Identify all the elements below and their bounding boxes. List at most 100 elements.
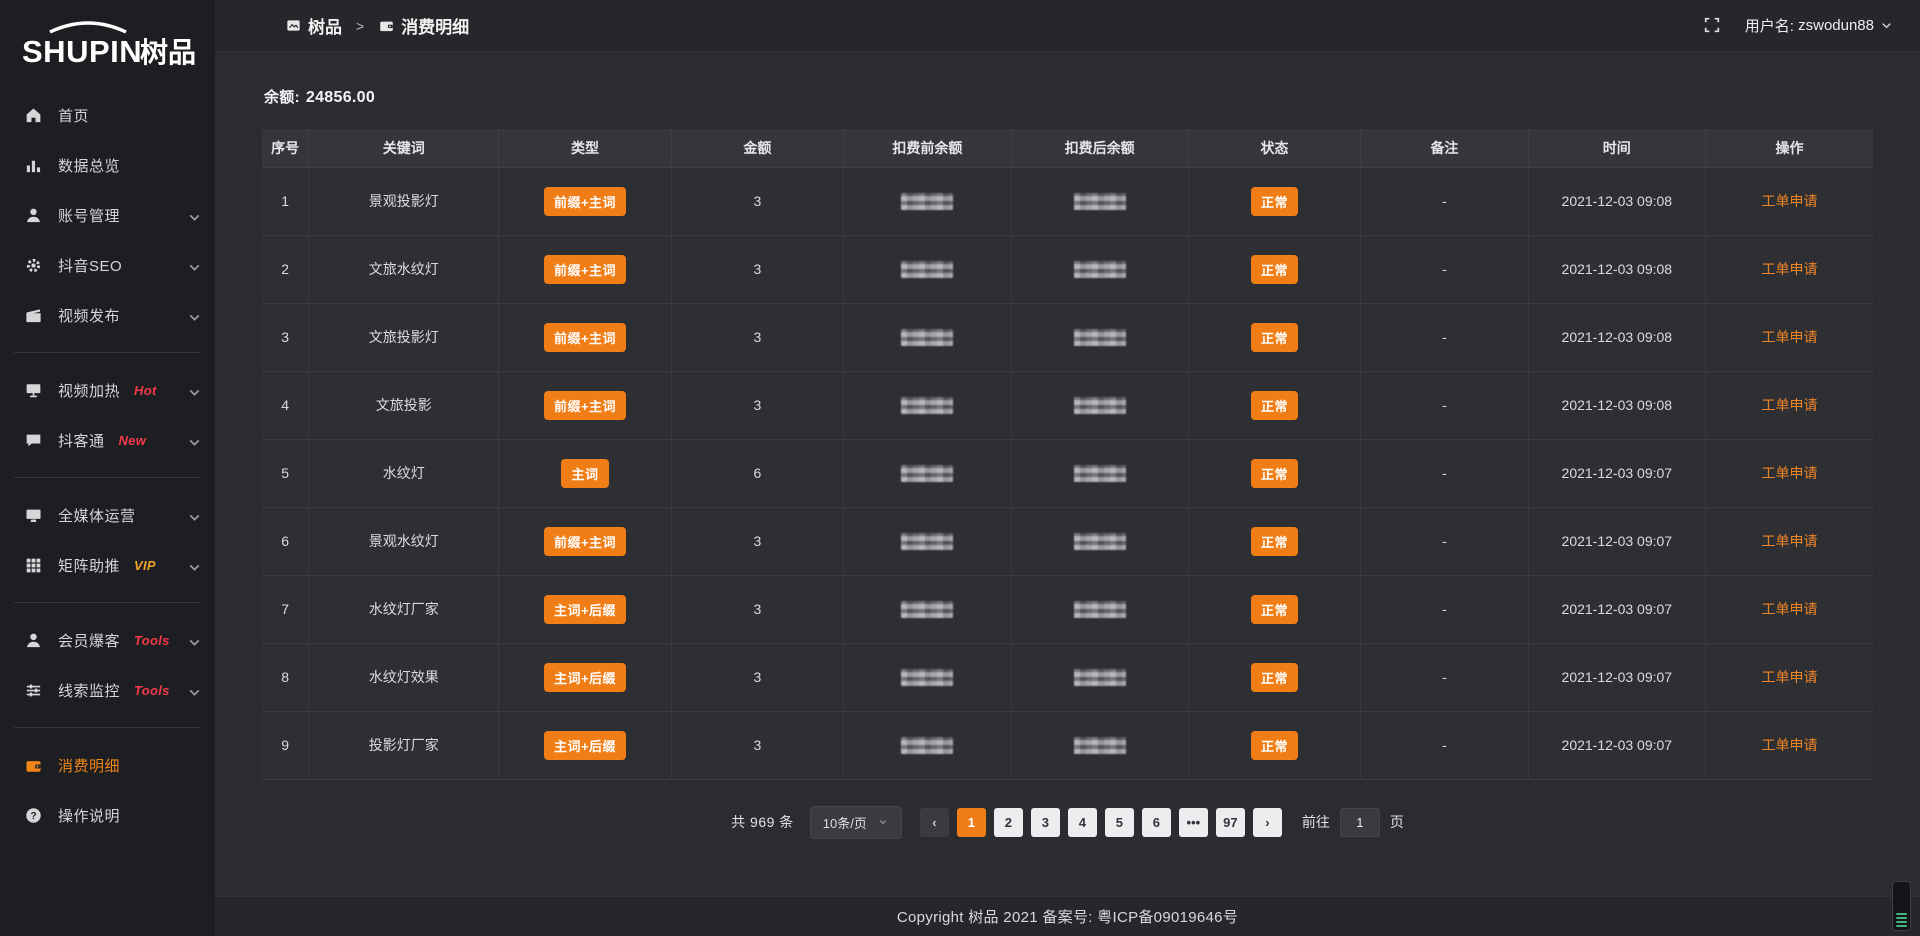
sidebar-item-video-publish[interactable]: 视频发布 [0,290,215,340]
comment-icon [26,434,41,446]
work-order-link[interactable]: 工单申请 [1761,737,1818,753]
sidebar-item-douketong[interactable]: 抖客通 New [0,415,215,465]
cell-action: 工单申请 [1704,642,1873,712]
type-badge: 主词+后缀 [543,594,627,624]
username: zswodun88 [1798,17,1874,34]
work-order-link[interactable]: 工单申请 [1761,533,1818,549]
page-button-97[interactable]: 97 [1215,807,1245,837]
sidebar-divider [14,352,201,353]
fullscreen-button[interactable] [1703,16,1723,36]
next-page-button[interactable]: › [1252,807,1282,837]
grid-icon [26,558,41,572]
page-button-3[interactable]: 3 [1030,807,1060,837]
cell-amount: 3 [670,506,845,576]
page-button-1[interactable]: 1 [956,807,986,837]
more-pages-button[interactable]: ••• [1178,807,1208,837]
sidebar-item-operation-guide[interactable]: ? 操作说明 [0,790,215,840]
cell-balance-after [1010,370,1189,440]
sidebar-item-matrix-boost[interactable]: 矩阵助推 VIP [0,540,215,590]
cell-type: 前缀+主词 [498,370,672,440]
sidebar-item-omnimedia-operation[interactable]: 全媒体运营 [0,490,215,540]
cell-type: 前缀+主词 [498,302,672,372]
cell-index: 8 [262,642,310,712]
total-count: 共 969 条 [731,814,794,830]
sidebar-divider [14,602,201,603]
cell-time: 2021-12-03 09:07 [1527,710,1706,780]
cell-type: 主词+后缀 [498,574,672,644]
work-order-link[interactable]: 工单申请 [1761,397,1818,413]
sidebar-nav: 首页 数据总览 账号管理 抖音SEO 视频发布视频加热 Hot 抖客通 New 全媒体运营 矩阵助… [0,84,215,840]
work-order-link[interactable]: 工单申请 [1761,193,1818,209]
floating-widget[interactable] [1892,881,1911,931]
page-button-2[interactable]: 2 [993,807,1023,837]
breadcrumb-item[interactable]: 消费明细 [378,13,469,38]
goto-page-input[interactable] [1339,807,1380,837]
cell-remark: - [1360,234,1529,304]
chevron-down-icon [1882,23,1891,29]
work-order-link[interactable]: 工单申请 [1761,669,1818,685]
prev-page-button[interactable]: ‹ [919,807,949,837]
chevron-icon [189,564,200,571]
sidebar-item-consumption-detail[interactable]: 消费明细 [0,740,215,790]
sidebar-item-video-heating[interactable]: 视频加热 Hot [0,365,215,415]
table-row: 8 水纹灯效果 主词+后缀 3 正常 -2021-12-03 09:07 工单申请 [262,642,1873,712]
chevron-icon [189,389,200,396]
cell-time: 2021-12-03 09:08 [1527,302,1706,372]
logo[interactable]: SHUPIN 树品 [0,0,215,84]
column-header: 时间 [1527,129,1706,168]
chevron-down-icon [185,308,200,322]
chevron-icon [189,214,200,221]
cell-amount: 3 [670,574,845,644]
user-icon [27,633,40,647]
column-header: 关键词 [308,129,500,168]
column-header: 状态 [1187,129,1362,168]
redacted-balance-before [901,736,954,754]
redacted-balance-before [901,600,954,618]
cell-time: 2021-12-03 09:07 [1527,642,1706,712]
redacted-balance-after [1073,260,1126,278]
chevron-down-icon [185,433,200,447]
cell-balance-before [843,642,1012,712]
type-badge: 主词+后缀 [543,730,627,760]
redacted-balance-after [1073,396,1126,414]
status-badge: 正常 [1250,322,1298,352]
cell-status: 正常 [1187,370,1362,440]
page-button-6[interactable]: 6 [1141,807,1171,837]
sidebar-item-data-overview[interactable]: 数据总览 [0,140,215,190]
goto-label: 前往 [1301,814,1330,830]
cell-balance-after [1010,710,1189,780]
consumption-table: 序号 关键词 类型 金额 扣费前余额 扣费后余额 状态 备注 时间 操作 1 景观投影灯 前缀+主词 3… [262,129,1873,780]
cell-amount: 6 [670,438,845,508]
redacted-balance-before [901,192,954,210]
work-order-link[interactable]: 工单申请 [1761,329,1818,345]
sidebar-item-badge: Hot [134,382,157,398]
chevron-icon [189,439,200,446]
sidebar-item-home[interactable]: 首页 [0,90,215,140]
sidebar-item-member-baoke[interactable]: 会员爆客 Tools [0,615,215,665]
user-menu[interactable]: 用户名: zswodun88 [1745,15,1894,36]
page-size-select[interactable]: 10条/页 [809,805,902,839]
cell-status: 正常 [1187,710,1362,780]
sidebar-item-label: 会员爆客 [58,632,121,650]
work-order-link[interactable]: 工单申请 [1761,601,1818,617]
work-order-link[interactable]: 工单申请 [1761,261,1818,277]
column-header: 扣费前余额 [843,129,1012,168]
sidebar-item-clue-monitor[interactable]: 线索监控 Tools [0,665,215,715]
redacted-balance-before [901,328,954,346]
sidebar-item-douyin-seo[interactable]: 抖音SEO [0,240,215,290]
cell-balance-before [843,438,1012,508]
status-badge: 正常 [1250,730,1298,760]
work-order-link[interactable]: 工单申请 [1761,465,1818,481]
type-badge: 前缀+主词 [543,526,627,556]
cell-action: 工单申请 [1704,710,1873,780]
home-icon [26,107,41,122]
sidebar-item-label: 消费明细 [58,757,121,775]
page-button-5[interactable]: 5 [1104,807,1134,837]
sidebar-item-label: 视频加热 [58,382,121,400]
cell-balance-after [1010,438,1189,508]
breadcrumb-label: 消费明细 [401,18,470,37]
sidebar-item-account-management[interactable]: 账号管理 [0,190,215,240]
page-button-4[interactable]: 4 [1067,807,1097,837]
cell-index: 3 [262,302,310,372]
breadcrumb-item[interactable]: 树品 [285,13,342,38]
